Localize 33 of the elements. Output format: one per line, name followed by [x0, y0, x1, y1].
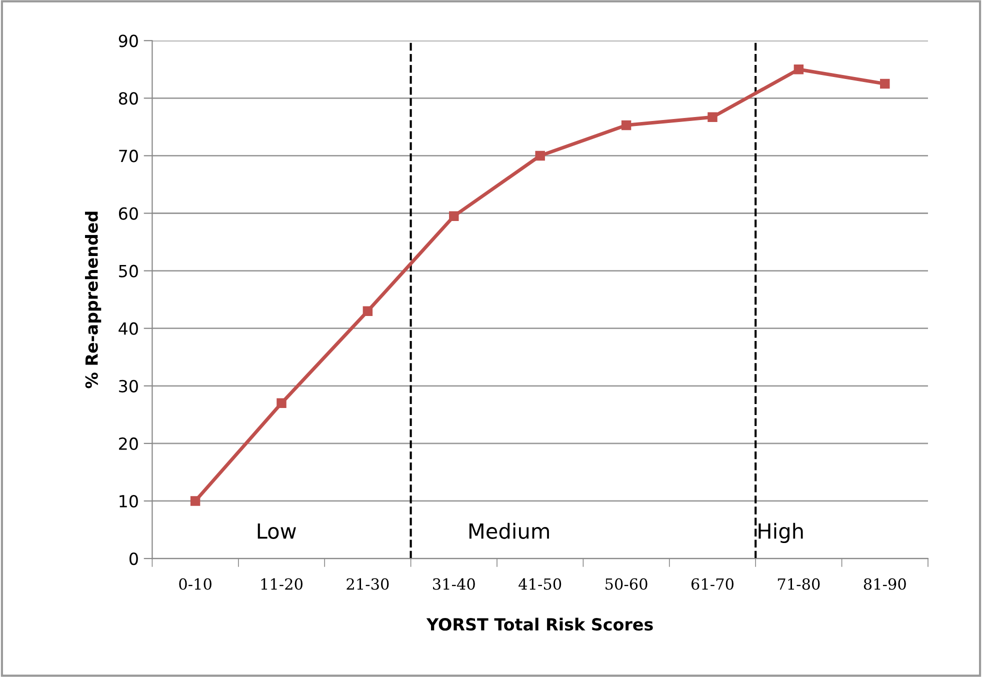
point	[449, 211, 459, 221]
y-tick-label: 30	[119, 380, 138, 392]
point	[276, 398, 286, 408]
point	[621, 120, 632, 130]
x-tick-label: 71-80	[778, 578, 820, 590]
x-tick-label: 21-30	[346, 578, 389, 590]
y-tick-label: 90	[118, 34, 138, 48]
y-tick-label: 70	[119, 150, 138, 162]
y-tick-label: 20	[119, 437, 138, 450]
point	[362, 306, 373, 316]
y-axis-title: % Re-apprehended	[85, 212, 102, 388]
x-tick-label: 11-20	[261, 578, 303, 590]
x-axis-title: YORST Total Risk Scores	[426, 618, 653, 631]
y-tick-label: 50	[119, 264, 138, 278]
y-tick-label: 60	[118, 207, 138, 220]
point	[535, 150, 545, 161]
x-tick-label: 61-70	[691, 578, 734, 590]
x-tick-label: 50-60	[606, 578, 648, 590]
x-tick-label: 0-10	[179, 578, 212, 590]
point	[794, 64, 804, 74]
y-tick-label: 10	[120, 494, 138, 508]
y-tick-label: 40	[118, 322, 138, 335]
x-tick-label: 31-40	[433, 578, 475, 590]
annotation: Medium	[469, 522, 549, 539]
point	[708, 112, 718, 122]
point	[190, 496, 200, 506]
annotation: Low	[258, 523, 296, 539]
y-tick-label: 0	[130, 552, 138, 566]
y-tick-label: 80	[118, 92, 138, 105]
x-tick-label: 41-50	[518, 578, 562, 590]
point	[880, 78, 890, 89]
annotation: High	[758, 522, 803, 543]
x-tick-label: 81-90	[864, 578, 906, 590]
